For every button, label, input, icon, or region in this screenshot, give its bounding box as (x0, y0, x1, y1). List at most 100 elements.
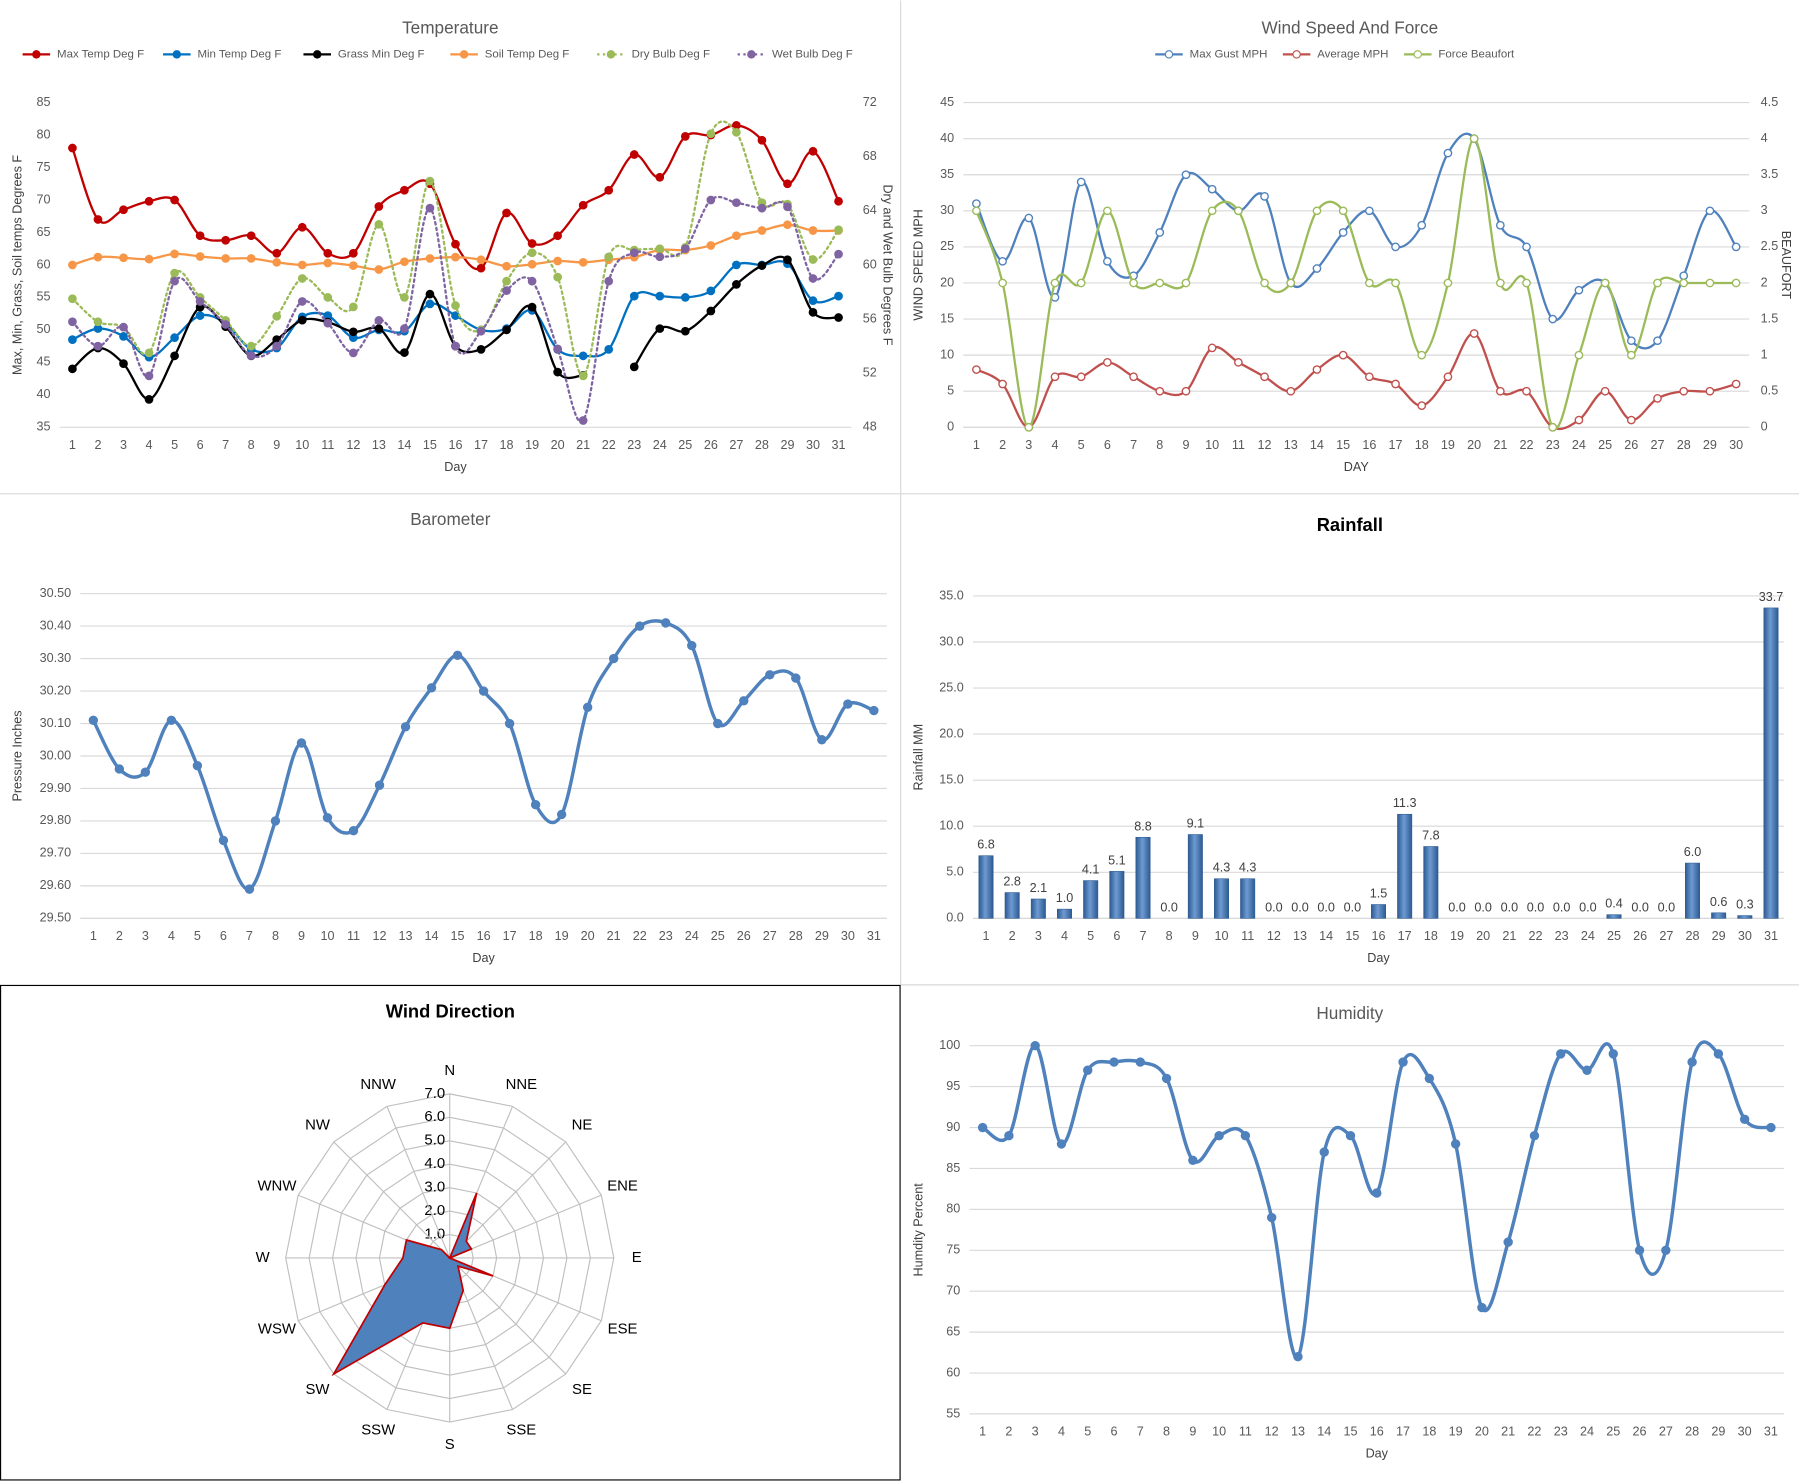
data-point (451, 301, 460, 310)
x-tick-label: 20 (551, 438, 565, 452)
data-point (972, 199, 981, 208)
data-point (1103, 206, 1112, 216)
data-point (502, 261, 511, 271)
legend-marker (459, 50, 469, 59)
data-point (502, 325, 511, 335)
data-point (1338, 228, 1348, 237)
data-label: 0.0 (1344, 900, 1362, 914)
y-tick-label: 5.0 (946, 865, 964, 879)
data-point (195, 231, 205, 241)
data-point (119, 253, 128, 263)
x-tick-label: 24 (653, 438, 667, 452)
legend-label: Min Temp Deg F (197, 48, 281, 60)
x-tick-label: 14 (397, 438, 411, 452)
y-tick-label: 50 (36, 322, 50, 336)
data-point (1135, 1057, 1145, 1067)
x-tick-label: 21 (1502, 929, 1516, 943)
data-point (1240, 1131, 1251, 1141)
data-point (1705, 278, 1715, 288)
x-tick-label: 27 (1659, 1425, 1673, 1439)
data-point (144, 394, 154, 404)
x-tick-label: 19 (1441, 438, 1455, 452)
x-tick-label: 19 (1450, 929, 1464, 943)
y-tick-label: 60 (946, 1365, 960, 1379)
data-point (732, 280, 741, 289)
legend-marker (1164, 50, 1174, 59)
data-point (706, 129, 716, 139)
x-tick-label: 10 (1212, 1425, 1226, 1439)
data-point (272, 257, 282, 267)
direction-label: E (632, 1250, 642, 1266)
r-tick-label: 4.0 (424, 1156, 445, 1172)
data-point (1103, 256, 1112, 266)
data-point (808, 226, 818, 235)
spoke (449, 1141, 567, 1259)
data-point (1679, 271, 1689, 281)
y-tick-label: 80 (946, 1202, 960, 1216)
x-tick-label: 5 (1087, 929, 1094, 943)
data-point (1312, 206, 1322, 216)
data-point (732, 260, 741, 270)
x-tick-label: 5 (171, 438, 178, 452)
x-tick-label: 15 (451, 929, 465, 943)
y2-tick-label: 4.5 (1761, 95, 1779, 109)
x-tick-label: 29 (815, 929, 829, 943)
x-tick-label: 13 (372, 438, 386, 452)
data-point (1076, 177, 1086, 187)
x-tick-label: 29 (1712, 929, 1726, 943)
bar (1004, 892, 1020, 919)
x-tick-label: 30 (1738, 1425, 1752, 1439)
data-point (1004, 1131, 1014, 1141)
x-tick-label: 24 (1572, 438, 1586, 452)
data-point (1391, 242, 1400, 252)
data-point (783, 202, 792, 212)
data-point (1495, 386, 1505, 396)
x-tick-label: 25 (711, 929, 725, 943)
data-point (998, 379, 1007, 389)
data-point (1450, 1139, 1461, 1149)
bar (1685, 862, 1700, 919)
x-tick-label: 14 (1317, 1425, 1331, 1439)
data-label: 4.3 (1239, 861, 1257, 875)
legend-label: Max Gust MPH (1190, 48, 1268, 60)
y-tick-label: 25 (940, 239, 954, 253)
r-tick-label: 7.0 (424, 1086, 445, 1102)
y-tick-label: 25.0 (939, 680, 964, 694)
y2-axis-label: Dry and Wet Bulb Degrees F (881, 184, 895, 345)
data-point (1548, 314, 1558, 324)
x-tick-label: 17 (1389, 438, 1403, 452)
data-point (68, 143, 77, 153)
data-point (1574, 415, 1584, 425)
data-point (1024, 422, 1034, 432)
data-point (655, 324, 665, 333)
x-tick-label: 23 (1546, 438, 1560, 452)
y-tick-label: 0 (947, 420, 954, 434)
data-point (348, 248, 358, 258)
x-tick-label: 10 (1214, 929, 1228, 943)
data-point (478, 686, 489, 696)
data-point (451, 341, 460, 351)
data-point (1312, 264, 1322, 273)
data-point (425, 254, 435, 263)
data-point (1443, 372, 1453, 382)
data-point (1766, 1122, 1776, 1133)
data-point (348, 261, 358, 270)
data-label: 5.1 (1108, 853, 1126, 867)
x-tick-label: 26 (1633, 929, 1647, 943)
data-point (706, 195, 716, 205)
y2-tick-label: 0 (1761, 420, 1768, 434)
data-point (1207, 343, 1217, 353)
x-tick-label: 22 (633, 929, 647, 943)
data-point (195, 252, 205, 261)
y-tick-label: 80 (36, 127, 50, 141)
x-tick-label: 30 (806, 438, 820, 452)
x-tick-label: 22 (1528, 929, 1542, 943)
x-tick-label: 6 (1104, 438, 1111, 452)
data-point (553, 367, 562, 377)
data-point (195, 311, 205, 320)
radar-area (331, 1192, 494, 1377)
legend-marker (606, 50, 616, 59)
x-tick-label: 17 (1396, 1425, 1410, 1439)
direction-label: W (256, 1250, 271, 1266)
